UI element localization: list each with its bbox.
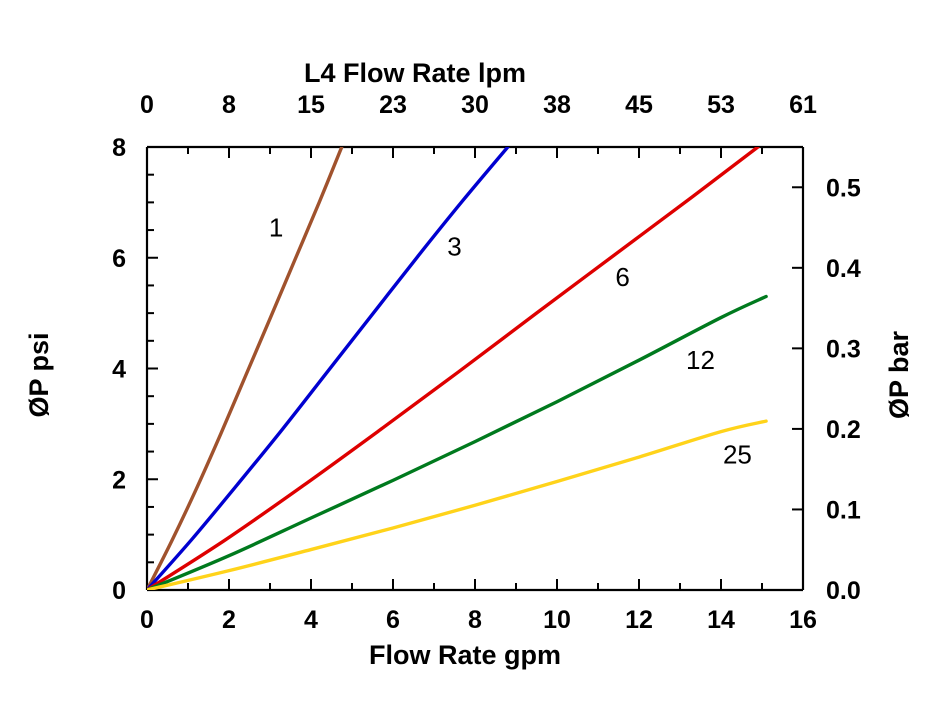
plot-frame — [145, 145, 805, 592]
top-x-tick-label: 23 — [379, 91, 407, 119]
top-axis-title: L4 Flow Rate lpm — [304, 58, 526, 88]
curve-6 — [147, 147, 760, 590]
x-tick-label: 4 — [304, 606, 318, 634]
right-axis-title: ØP bar — [884, 330, 914, 419]
curve-label-3: 3 — [447, 232, 461, 262]
x-tick-label: 0 — [140, 606, 154, 634]
left-axis-title: ØP psi — [24, 332, 54, 417]
x-tick-label: 8 — [468, 606, 482, 634]
curve-12 — [147, 294, 768, 590]
top-x-tick-label: 15 — [297, 91, 325, 119]
top-x-tick-label: 53 — [707, 91, 735, 119]
curve-label-6: 6 — [615, 262, 629, 292]
curve-label-25: 25 — [723, 439, 752, 469]
top-x-tick-label: 30 — [461, 91, 489, 119]
y-tick-label: 0 — [112, 577, 126, 605]
x-tick-label: 10 — [543, 606, 571, 634]
curve-label-1: 1 — [269, 212, 283, 242]
y-tick-label: 8 — [112, 134, 126, 162]
x-tick-label: 14 — [707, 606, 735, 634]
right-y-tick-label: 0.4 — [826, 255, 861, 283]
right-y-tick-label: 0.5 — [826, 174, 861, 202]
y-tick-label: 2 — [112, 466, 126, 494]
top-x-tick-label: 38 — [543, 91, 571, 119]
left-axis-tick-labels: 0 2 4 6 8 — [112, 134, 126, 605]
curve-label-12: 12 — [686, 345, 715, 375]
bottom-axis-tick-labels: 0 2 4 6 8 10 12 14 16 — [140, 606, 817, 634]
top-x-tick-label: 45 — [625, 91, 653, 119]
x-tick-label: 6 — [386, 606, 400, 634]
y-tick-label: 4 — [112, 356, 126, 384]
right-y-tick-label: 0.2 — [826, 416, 861, 444]
top-x-tick-label: 8 — [222, 91, 236, 119]
top-axis-tick-labels: 0 8 15 23 30 38 45 53 61 — [140, 91, 817, 119]
curve-3 — [147, 147, 510, 590]
bottom-axis-title: Flow Rate gpm — [369, 640, 561, 670]
curve-1 — [147, 147, 344, 590]
right-y-tick-label: 0.0 — [826, 577, 861, 605]
right-y-tick-label: 0.1 — [826, 496, 861, 524]
y-tick-label: 6 — [112, 245, 126, 273]
top-x-tick-label: 0 — [140, 91, 154, 119]
right-axis-tick-labels: 0.0 0.1 0.2 0.3 0.4 0.5 — [826, 174, 861, 605]
curve-25 — [147, 419, 768, 590]
x-tick-label: 12 — [625, 606, 653, 634]
right-y-tick-label: 0.3 — [826, 335, 861, 363]
x-tick-label: 2 — [222, 606, 236, 634]
top-x-tick-label: 61 — [789, 91, 817, 119]
curve-labels: 1 3 6 12 25 — [269, 212, 752, 469]
data-curves — [147, 147, 768, 590]
x-tick-label: 16 — [789, 606, 817, 634]
